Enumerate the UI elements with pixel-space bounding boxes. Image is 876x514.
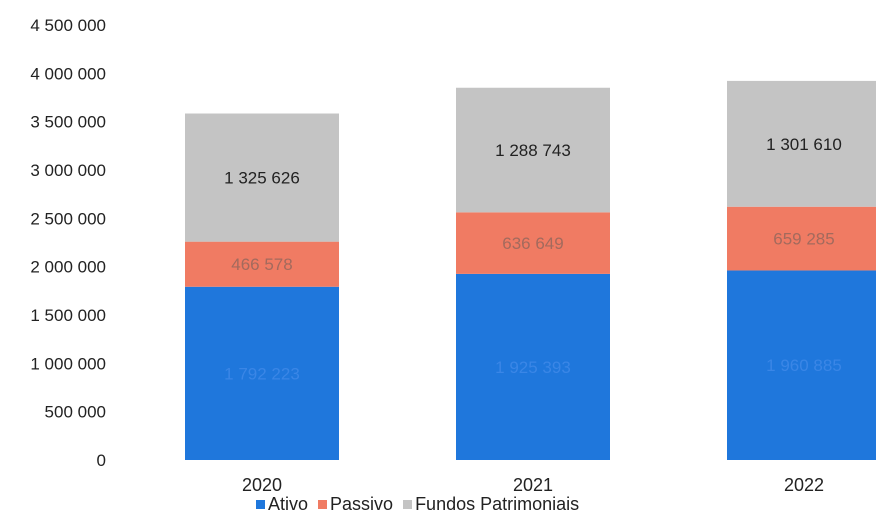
- data-label: 1 288 743: [495, 141, 571, 160]
- y-tick-label: 0: [97, 451, 106, 470]
- legend-swatch-ativo: [256, 499, 265, 509]
- bar-segment-passivo-2022: [727, 206, 876, 271]
- x-category-label: 2022: [784, 475, 824, 495]
- legend-item-fundos-patrimoniais: Fundos Patrimoniais: [403, 494, 579, 514]
- data-label: 1 325 626: [224, 169, 300, 188]
- y-tick-label: 500 000: [45, 403, 106, 422]
- y-tick-label: 2 000 000: [30, 258, 106, 277]
- y-tick-label: 4 500 000: [30, 16, 106, 35]
- y-tick-label: 3 000 000: [30, 161, 106, 180]
- legend-item-ativo: Ativo: [256, 494, 308, 514]
- data-label: 1 792 223: [224, 364, 300, 383]
- bar-segment-passivo-2020: [185, 241, 339, 287]
- legend-label-passivo: Passivo: [330, 494, 394, 514]
- y-tick-label: 2 500 000: [30, 209, 106, 228]
- data-label: 1 960 885: [766, 356, 842, 375]
- y-tick-label: 1 500 000: [30, 306, 106, 325]
- legend-label-ativo: Ativo: [268, 494, 309, 514]
- data-label: 1 301 610: [766, 135, 842, 154]
- y-tick-label: 3 500 000: [30, 113, 106, 132]
- x-category-label: 2021: [513, 475, 553, 495]
- legend: Ativo Passivo Fundos Patrimoniais: [256, 494, 579, 514]
- y-tick-label: 1 000 000: [30, 354, 106, 373]
- bar-segment-passivo-2021: [456, 212, 610, 274]
- legend-item-passivo: Passivo: [318, 494, 393, 514]
- bar-segment-fundos-patrimoniais-2020: [185, 113, 339, 242]
- data-label: 1 925 393: [495, 358, 571, 377]
- bar-segment-ativo-2022: [727, 270, 876, 460]
- bar-segment-ativo-2020: [185, 286, 339, 460]
- legend-label-fundos-patrimoniais: Fundos Patrimoniais: [415, 494, 580, 514]
- legend-swatch-passivo: [318, 499, 328, 509]
- bar-segment-fundos-patrimoniais-2022: [727, 80, 876, 207]
- legend-swatch-fundos-patrimoniais: [403, 499, 413, 509]
- data-label: 659 285: [773, 230, 834, 249]
- bar-segment-ativo-2021: [456, 273, 610, 460]
- y-tick-label: 4 000 000: [30, 64, 106, 83]
- data-label: 466 578: [231, 255, 292, 274]
- data-label: 636 649: [502, 234, 563, 253]
- bar-segment-fundos-patrimoniais-2021: [456, 87, 610, 213]
- x-category-label: 2020: [242, 475, 282, 495]
